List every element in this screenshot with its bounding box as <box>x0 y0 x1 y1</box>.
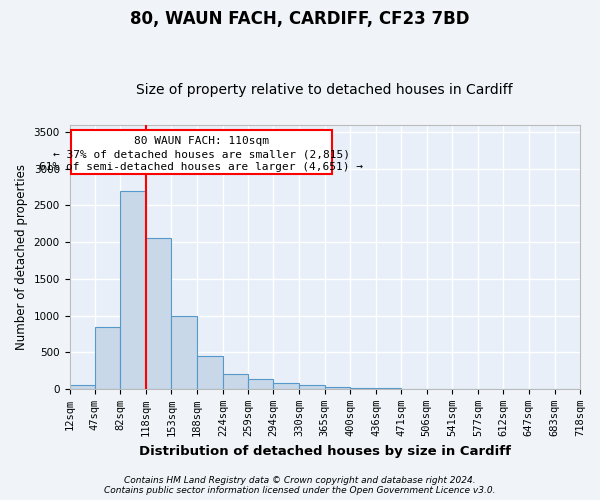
Text: 61% of semi-detached houses are larger (4,651) →: 61% of semi-detached houses are larger (… <box>40 162 364 172</box>
Bar <box>70 386 95 389</box>
Bar <box>120 190 146 389</box>
Bar <box>274 384 299 389</box>
Bar <box>299 385 325 389</box>
Bar <box>172 316 197 389</box>
Bar <box>376 388 401 389</box>
Y-axis label: Number of detached properties: Number of detached properties <box>15 164 28 350</box>
X-axis label: Distribution of detached houses by size in Cardiff: Distribution of detached houses by size … <box>139 444 511 458</box>
Bar <box>197 356 223 389</box>
Bar <box>223 374 248 389</box>
Bar <box>71 130 332 174</box>
Text: ← 37% of detached houses are smaller (2,815): ← 37% of detached houses are smaller (2,… <box>53 150 350 160</box>
Text: Contains HM Land Registry data © Crown copyright and database right 2024.
Contai: Contains HM Land Registry data © Crown c… <box>104 476 496 495</box>
Bar <box>325 386 350 389</box>
Bar <box>350 388 376 389</box>
Text: 80 WAUN FACH: 110sqm: 80 WAUN FACH: 110sqm <box>134 136 269 146</box>
Text: 80, WAUN FACH, CARDIFF, CF23 7BD: 80, WAUN FACH, CARDIFF, CF23 7BD <box>130 10 470 28</box>
Bar <box>146 238 172 389</box>
Title: Size of property relative to detached houses in Cardiff: Size of property relative to detached ho… <box>136 83 513 97</box>
Bar <box>95 326 120 389</box>
Bar <box>248 380 274 389</box>
